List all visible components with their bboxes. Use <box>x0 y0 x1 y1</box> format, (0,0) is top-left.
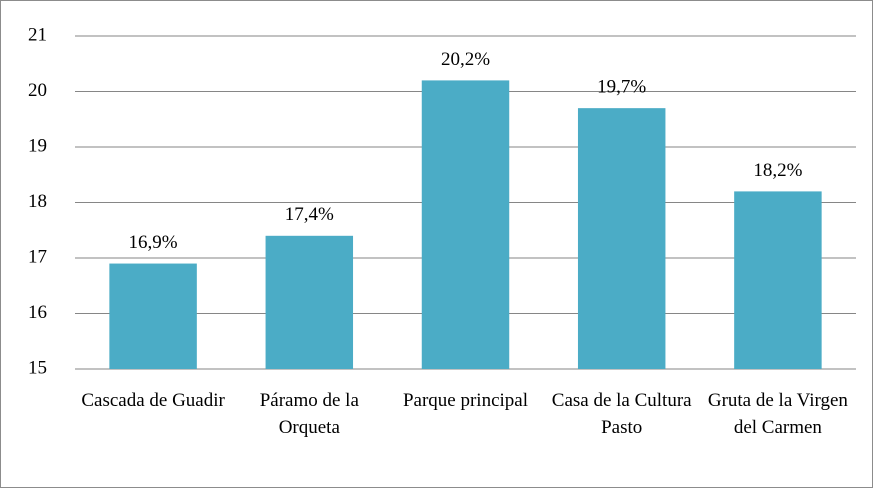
y-tick-label: 19 <box>28 135 47 156</box>
bar <box>421 80 510 370</box>
bar <box>734 191 822 369</box>
x-tick-label: Casa de la Cultura Pasto <box>551 390 692 438</box>
y-tick-label: 16 <box>28 302 47 323</box>
data-label: 16,9% <box>129 232 178 253</box>
x-tick-label: Páramo de la Orqueta <box>259 390 359 438</box>
y-tick-label: 20 <box>28 80 47 101</box>
x-tick-label: Gruta de la Virgen del Carmen <box>707 390 848 438</box>
data-label: 19,7% <box>597 77 646 98</box>
y-tick-label: 18 <box>28 191 47 212</box>
y-tick-label: 21 <box>28 24 47 45</box>
bar <box>109 263 197 369</box>
data-label: 20,2% <box>441 49 490 70</box>
y-tick-label: 17 <box>28 246 47 267</box>
bar <box>577 108 666 370</box>
x-tick-label: Cascada de Guadir <box>81 390 225 411</box>
data-label: 17,4% <box>285 204 334 225</box>
y-tick-label: 15 <box>28 357 47 378</box>
bar <box>265 235 354 369</box>
data-label: 18,2% <box>753 160 802 181</box>
x-tick-label: Parque principal <box>402 390 529 411</box>
